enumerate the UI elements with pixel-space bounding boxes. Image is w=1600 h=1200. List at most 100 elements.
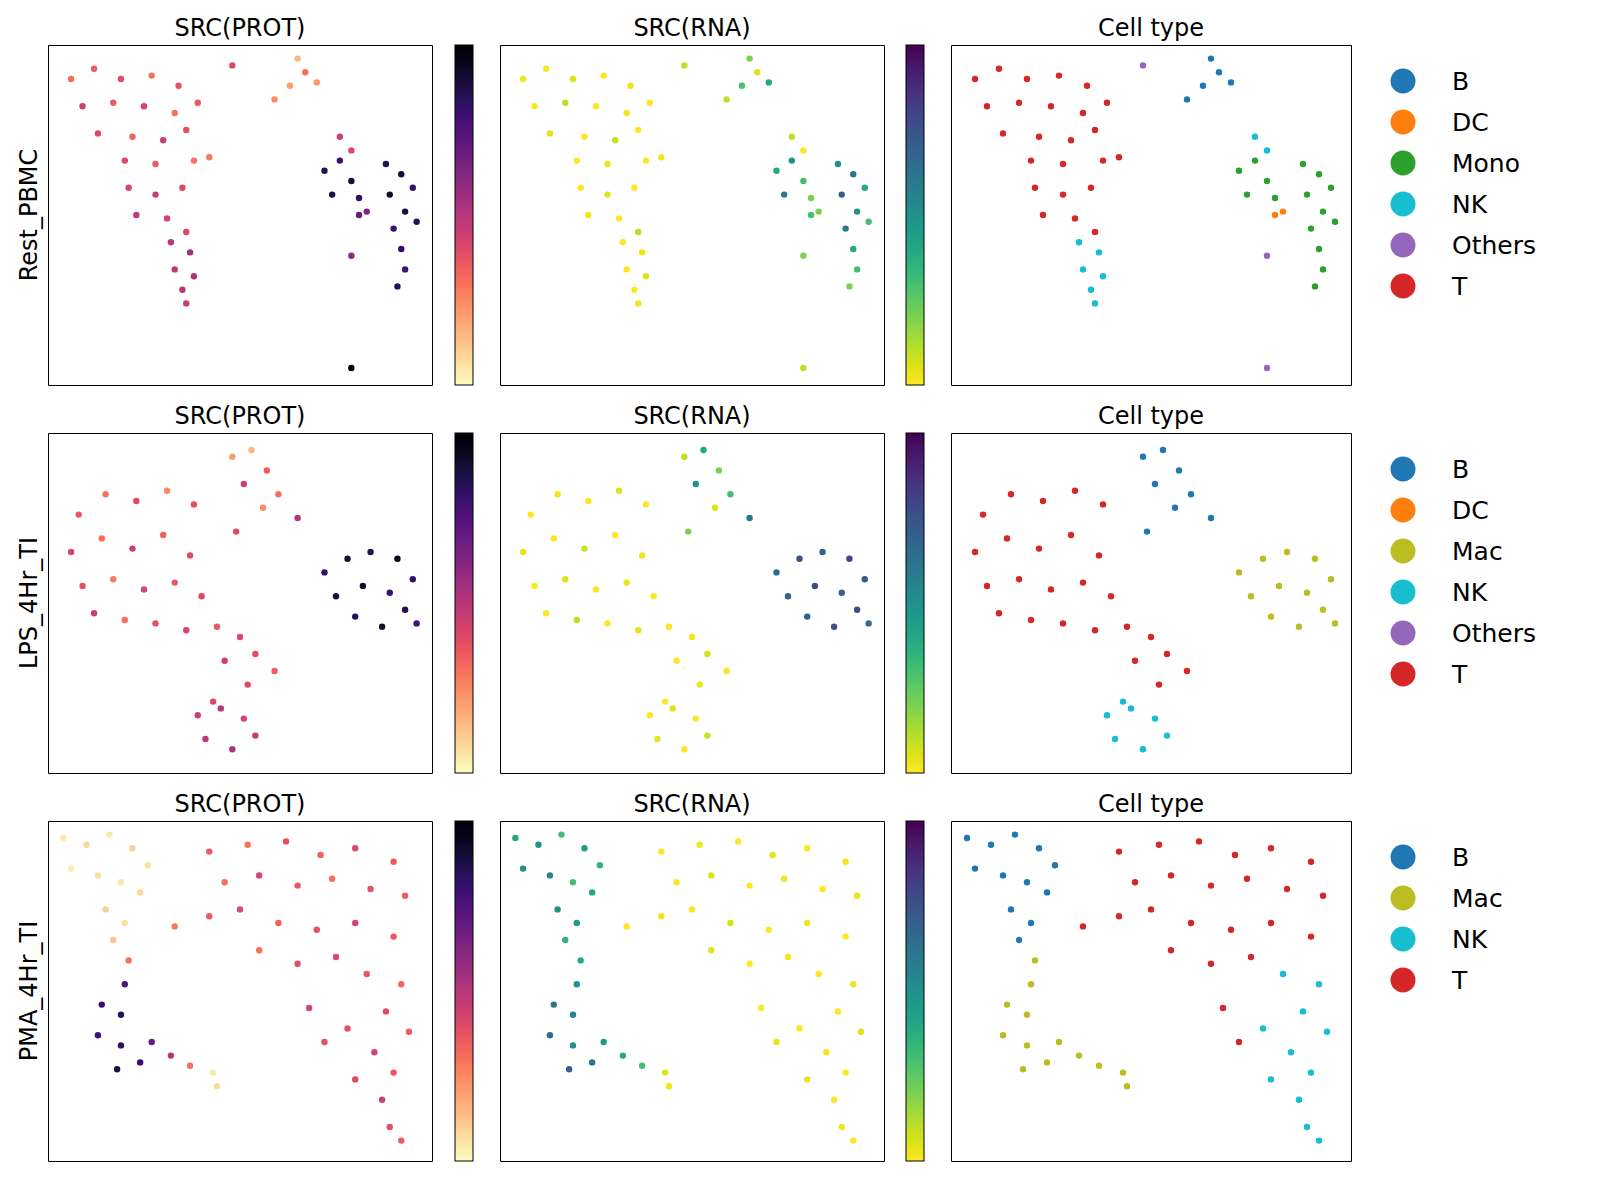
point <box>387 1124 393 1130</box>
point <box>658 913 664 919</box>
point <box>1168 947 1174 953</box>
point <box>620 239 626 245</box>
point <box>1308 859 1314 865</box>
point <box>1200 83 1206 89</box>
point <box>980 511 986 517</box>
point <box>344 556 350 562</box>
point <box>723 96 729 102</box>
axis <box>501 1161 885 1162</box>
point <box>662 698 668 704</box>
point <box>1028 157 1034 163</box>
point <box>643 273 649 279</box>
point <box>1092 229 1098 235</box>
point <box>766 927 772 933</box>
point <box>248 447 254 453</box>
point <box>1268 1076 1274 1082</box>
legend-marker <box>1391 927 1416 952</box>
point <box>302 69 308 75</box>
point <box>1100 273 1106 279</box>
point <box>635 229 641 235</box>
point <box>1072 488 1078 494</box>
point <box>1088 287 1094 293</box>
axis-line <box>49 821 433 822</box>
figure: Rest_PBMCSRC(PROT)SRC(RNA)Cell typeBDCMo… <box>0 0 1600 1200</box>
legend-marker <box>1391 69 1416 94</box>
point <box>1268 613 1274 619</box>
legend-label: NK <box>1452 925 1488 954</box>
point <box>639 552 645 558</box>
point <box>673 658 679 664</box>
point <box>1024 1042 1030 1048</box>
point <box>612 532 618 538</box>
points <box>972 55 1338 371</box>
point <box>1308 225 1314 231</box>
axis-line <box>884 822 885 1162</box>
point <box>547 1032 553 1038</box>
point <box>271 96 277 102</box>
point <box>68 865 74 871</box>
point <box>842 859 848 865</box>
legend-marker <box>1391 539 1416 564</box>
point <box>129 845 135 851</box>
point <box>616 215 622 221</box>
point <box>854 607 860 613</box>
point <box>1264 147 1270 153</box>
axis-line <box>501 433 885 434</box>
point <box>681 62 687 68</box>
row-label: PMA_4Hr_TI <box>15 921 43 1062</box>
point <box>700 447 706 453</box>
point <box>379 624 385 630</box>
point <box>172 110 178 116</box>
point <box>264 467 270 473</box>
point <box>681 454 687 460</box>
points <box>964 831 1330 1143</box>
point <box>589 1059 595 1065</box>
point <box>1148 906 1154 912</box>
point <box>1016 937 1022 943</box>
point <box>398 171 404 177</box>
axis-line <box>1351 822 1352 1162</box>
point <box>800 147 806 153</box>
point <box>122 981 128 987</box>
point <box>252 732 258 738</box>
point <box>604 161 610 167</box>
point <box>1080 923 1086 929</box>
point <box>1076 239 1082 245</box>
point <box>348 178 354 184</box>
point <box>574 920 580 926</box>
point <box>1228 79 1234 85</box>
point <box>191 157 197 163</box>
point <box>95 1032 101 1038</box>
axis <box>501 821 885 822</box>
point <box>91 610 97 616</box>
point <box>129 545 135 551</box>
point <box>179 185 185 191</box>
axis-line <box>432 822 433 1162</box>
point <box>1080 579 1086 585</box>
point <box>191 273 197 279</box>
point <box>547 872 553 878</box>
axis-line <box>432 434 433 774</box>
point <box>554 906 560 912</box>
point <box>379 1097 385 1103</box>
axis-line <box>48 822 49 1162</box>
points <box>512 831 864 1143</box>
point <box>76 511 82 517</box>
points <box>520 447 872 753</box>
points <box>68 55 420 371</box>
point <box>1252 157 1258 163</box>
legend-label: NK <box>1452 578 1488 607</box>
point <box>570 1012 576 1018</box>
point <box>839 590 845 596</box>
point <box>754 69 760 75</box>
point <box>1100 501 1106 507</box>
axis-line <box>501 45 885 46</box>
panel-title: SRC(RNA) <box>633 790 750 818</box>
axis <box>951 434 952 774</box>
legend-marker <box>1391 457 1416 482</box>
point <box>781 191 787 197</box>
point <box>1068 532 1074 538</box>
point <box>1300 161 1306 167</box>
point <box>1004 1001 1010 1007</box>
point <box>202 736 208 742</box>
